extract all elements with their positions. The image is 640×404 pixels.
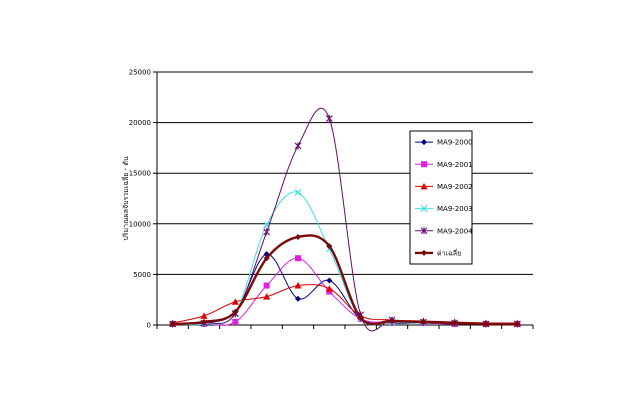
y-tick-label: 25000 xyxy=(129,69,151,77)
data-point xyxy=(231,298,239,305)
data-point xyxy=(357,314,364,321)
data-point xyxy=(420,318,427,325)
data-point xyxy=(326,243,333,250)
series-line xyxy=(172,284,518,324)
legend-item: MA9-2004 xyxy=(415,227,473,235)
data-point xyxy=(201,318,207,325)
legend-label: MA9-2004 xyxy=(437,227,473,235)
legend-marker xyxy=(421,161,427,168)
series-5 xyxy=(169,233,521,327)
data-point xyxy=(295,233,301,240)
data-point xyxy=(294,282,302,289)
data-point xyxy=(389,317,395,324)
legend-item: MA9-2003 xyxy=(415,205,473,213)
series-layer xyxy=(169,107,521,332)
data-point xyxy=(200,312,208,319)
legend-marker xyxy=(421,139,427,146)
legend-item: ค่าเฉลี่ย xyxy=(415,248,461,257)
legend-item: MA9-2002 xyxy=(415,182,473,191)
data-point xyxy=(326,288,333,295)
data-point xyxy=(295,295,301,302)
legend-label: MA9-2002 xyxy=(437,183,473,191)
legend-marker xyxy=(421,249,427,256)
y-tick-label: 20000 xyxy=(129,119,151,127)
y-tick-label: 5000 xyxy=(133,271,151,279)
legend-label: ค่าเฉลี่ย xyxy=(437,248,461,257)
data-point xyxy=(263,293,271,300)
gridlines xyxy=(157,71,533,275)
legend-item: MA9-2000 xyxy=(415,139,473,147)
data-point xyxy=(451,319,458,326)
series-1 xyxy=(169,255,521,327)
series-line xyxy=(172,257,518,326)
y-tick-label: 0 xyxy=(147,322,151,330)
data-point xyxy=(263,228,271,236)
data-point xyxy=(169,320,176,327)
legend-marker xyxy=(420,205,428,213)
data-point xyxy=(325,285,333,292)
y-tick-label: 10000 xyxy=(129,220,151,228)
axes: 0 5000 10000 15000 20000 25000 xyxy=(129,69,534,330)
data-point xyxy=(232,308,239,315)
legend-marker xyxy=(420,182,428,190)
data-point xyxy=(263,282,270,289)
data-point xyxy=(294,142,302,150)
legend-box xyxy=(409,130,473,265)
legend-marker xyxy=(420,227,428,235)
data-point xyxy=(263,255,270,262)
series-line xyxy=(172,253,518,325)
data-point xyxy=(232,318,239,325)
legend: MA9-2000 MA9-2001 MA9-2002 MA9-2003 MA9-2004… xyxy=(409,130,473,265)
data-point xyxy=(483,320,489,327)
data-point xyxy=(514,320,521,327)
legend-label: MA9-2000 xyxy=(437,139,473,147)
legend-label: MA9-2001 xyxy=(437,161,473,169)
data-point xyxy=(294,189,302,196)
legend-label: MA9-2003 xyxy=(437,205,473,213)
data-point xyxy=(326,277,333,284)
y-tick-label: 15000 xyxy=(129,170,151,178)
y-axis-title: ปริมาณผลจับรวมเฉลี่ย - ตัน xyxy=(121,156,130,241)
legend-item: MA9-2001 xyxy=(415,161,473,169)
data-point xyxy=(295,255,301,262)
data-point xyxy=(325,115,333,123)
